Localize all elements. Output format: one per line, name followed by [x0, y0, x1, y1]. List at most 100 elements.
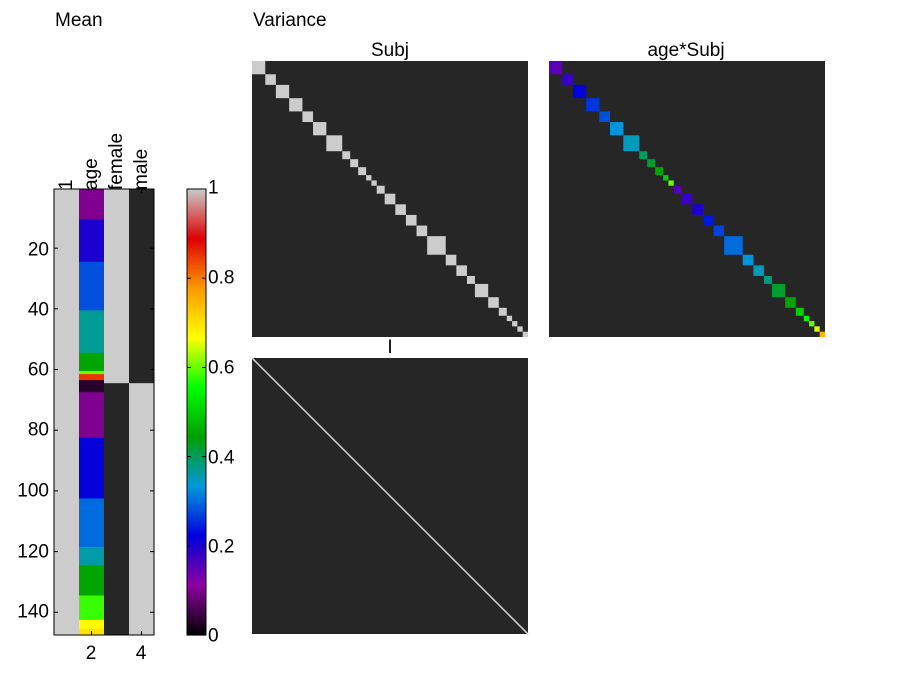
subj-block-25	[512, 321, 518, 327]
colorbar-segment	[187, 619, 206, 623]
colorbar-segment	[187, 191, 206, 195]
colorbar-segment	[187, 467, 206, 471]
mean-col-intercept	[54, 189, 79, 635]
colorbar-segment	[187, 463, 206, 467]
colorbar-segment	[187, 552, 206, 556]
subplot-title-i: I	[387, 337, 393, 358]
mean-age-band-3	[79, 310, 104, 354]
colorbar-segment	[187, 278, 206, 282]
subj-block-11	[371, 180, 377, 186]
colorbar-segment	[187, 296, 206, 299]
colorbar-segment	[187, 360, 206, 364]
age-subj-block-25	[809, 321, 815, 327]
colorbar-segment	[187, 255, 206, 259]
colorbar-segment	[187, 449, 206, 453]
colorbar-segment	[187, 313, 206, 317]
colorbar-segment	[187, 391, 206, 395]
colorbar-segment	[187, 358, 206, 362]
colorbar-segment	[187, 398, 206, 402]
colorbar-segment	[187, 325, 206, 328]
colorbar-segment	[187, 519, 206, 522]
colorbar-segment	[187, 307, 206, 311]
colorbar-segment	[187, 628, 206, 632]
colorbar-segment	[187, 490, 206, 493]
subj-block-18	[445, 254, 457, 266]
age-subj-block-26	[814, 326, 820, 332]
colorbar-segment	[187, 485, 206, 489]
age-subj-block-8	[647, 159, 656, 168]
age-subj-block-27	[819, 331, 825, 337]
colorbar-segment	[187, 371, 206, 375]
colorbar-segment	[187, 594, 206, 598]
colorbar-segment	[187, 503, 206, 507]
colorbar-segment	[187, 394, 206, 397]
colorbar-segment	[187, 240, 206, 244]
mean-age-band-12	[79, 565, 104, 596]
colorbar-segment	[187, 458, 206, 462]
colorbar-segment	[187, 632, 206, 636]
subj-block-4	[302, 111, 314, 123]
colorbar-segment	[187, 447, 206, 451]
colorbar-segment	[187, 209, 206, 212]
age-subj-block-10	[663, 175, 669, 181]
age-subj-block-13	[681, 193, 693, 205]
colorbar-segment	[187, 472, 206, 476]
colorbar-segment	[187, 583, 206, 587]
mean-ytick-140: 140	[17, 601, 49, 623]
colorbar-segment	[187, 242, 206, 246]
colorbar-segment	[187, 235, 206, 239]
colorbar-segment	[187, 574, 206, 578]
colorbar-segment	[187, 603, 206, 607]
colorbar-segment	[187, 429, 206, 433]
mean-age-band-14	[79, 619, 104, 630]
colorbar-segment	[187, 273, 206, 277]
colorbar-segment	[187, 579, 206, 583]
colorbar-segment	[187, 505, 206, 509]
age-subj-block-24	[803, 315, 810, 322]
colorbar-segment	[187, 333, 206, 337]
colorbar-segment	[187, 570, 206, 574]
colorbar-segment	[187, 251, 206, 255]
age-subj-block-16	[713, 225, 725, 237]
colorbar-segment	[187, 432, 206, 435]
age-subj-block-21	[771, 283, 786, 298]
subj-block-8	[350, 159, 359, 168]
mean-ytick-80: 80	[27, 419, 49, 441]
subj-block-3	[289, 98, 303, 112]
colorbar-segment	[187, 365, 206, 368]
colorbar-segment	[187, 516, 206, 520]
colorbar-segment	[187, 226, 206, 230]
mean-col-female-ones	[104, 189, 129, 384]
colorbar-tick-1: 1	[208, 177, 219, 199]
colorbar-segment	[187, 405, 206, 409]
colorbar-segment	[187, 298, 206, 302]
colorbar-segment	[187, 577, 206, 580]
colorbar-segment	[187, 400, 206, 404]
age-subj-block-1	[562, 74, 573, 85]
colorbar-tick-0.4: 0.4	[208, 447, 235, 469]
colorbar-segment	[187, 378, 206, 382]
subj-block-15	[405, 214, 417, 226]
age-subj-block-7	[639, 151, 648, 160]
colorbar-segment	[187, 556, 206, 560]
colorbar-segment	[187, 215, 206, 219]
subj-block-7	[342, 151, 351, 160]
colorbar-segment	[187, 514, 206, 518]
colorbar-segment	[187, 545, 206, 549]
colorbar-segment	[187, 342, 206, 346]
subj-block-12	[376, 185, 385, 194]
subj-block-5	[313, 122, 327, 136]
colorbar-segment	[187, 302, 206, 306]
subplot-title-age-subj: age*Subj	[647, 40, 725, 61]
colorbar-segment	[187, 409, 206, 413]
subj-block-14	[395, 204, 406, 215]
colorbar-segment	[187, 387, 206, 391]
colorbar-segment	[187, 483, 206, 487]
age-subj-block-22	[785, 297, 796, 308]
colorbar-segment	[187, 481, 206, 484]
colorbar-segment	[187, 367, 206, 371]
colorbar-segment	[187, 461, 206, 464]
colorbar-segment	[187, 525, 206, 529]
age-subj-block-11	[668, 180, 674, 186]
colorbar-segment	[187, 224, 206, 228]
